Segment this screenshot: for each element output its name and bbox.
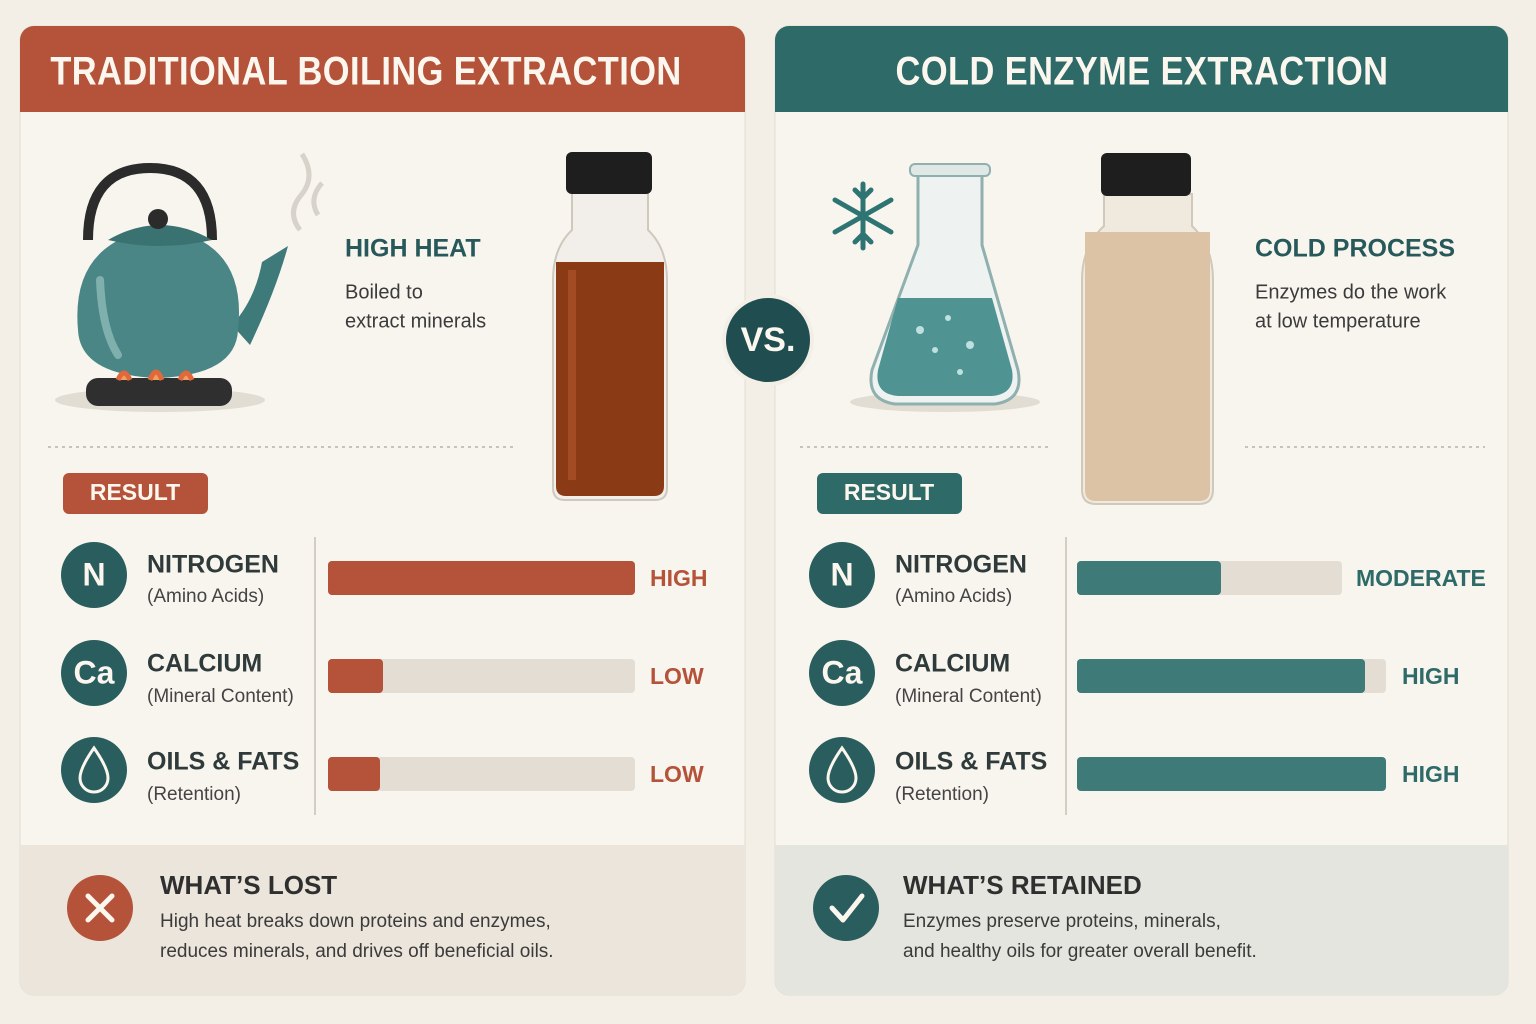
- row-sub: (Retention): [147, 784, 241, 805]
- drop-icon: [61, 737, 127, 803]
- element-symbol: Ca: [74, 654, 115, 690]
- method-text: at low temperature: [1255, 310, 1421, 332]
- vs-badge: [722, 294, 814, 386]
- panel-title: COLD ENZYME EXTRACTION: [896, 48, 1389, 93]
- row-name: CALCIUM: [147, 650, 262, 678]
- bar-track: [328, 659, 635, 693]
- result-label: RESULT: [90, 479, 180, 505]
- summary-bg: [775, 845, 1508, 995]
- element-symbol: Ca: [822, 654, 863, 690]
- row-name: CALCIUM: [895, 650, 1010, 678]
- bottle-illustration: [552, 152, 668, 501]
- row-sub: (Amino Acids): [147, 586, 264, 607]
- right-panel: COLD ENZYME EXTRACTION COLD PROCESS Enzy…: [774, 25, 1509, 996]
- summary-text: Enzymes preserve proteins, minerals,: [903, 911, 1221, 932]
- result-label: RESULT: [844, 479, 934, 505]
- panel-title: TRADITIONAL BOILING EXTRACTION: [50, 48, 681, 93]
- bar-fill: [328, 561, 635, 595]
- check-icon: [813, 875, 879, 941]
- level-label: LOW: [650, 663, 704, 689]
- drop-shape: [826, 745, 858, 794]
- level-label: LOW: [650, 761, 704, 787]
- drop-shape: [78, 745, 110, 794]
- summary-text: and healthy oils for greater overall ben…: [903, 941, 1257, 962]
- result-badge: [63, 473, 208, 514]
- summary-text: reduces minerals, and drives off benefic…: [160, 941, 554, 962]
- vs-label: VS.: [741, 321, 796, 359]
- row-sub: (Mineral Content): [147, 686, 294, 707]
- element-icon: [61, 640, 127, 706]
- summary-title: WHAT’S RETAINED: [903, 870, 1142, 900]
- header-bg: [775, 26, 1508, 112]
- row-name: NITROGEN: [895, 551, 1027, 579]
- header-bg: [20, 26, 745, 112]
- element-icon: [61, 542, 127, 608]
- row-sub: (Amino Acids): [895, 586, 1012, 607]
- method-text: extract minerals: [345, 310, 486, 332]
- element-symbol: N: [830, 556, 853, 592]
- element-icon: [809, 640, 875, 706]
- method-title: HIGH HEAT: [345, 235, 481, 263]
- left-panel: TRADITIONAL BOILING EXTRACTION HIGH HEAT…: [19, 25, 746, 996]
- bar-fill: [1077, 659, 1365, 693]
- cross-mark: [85, 893, 115, 923]
- method-title: COLD PROCESS: [1255, 235, 1455, 263]
- level-label: HIGH: [650, 565, 708, 591]
- flask-illustration: [850, 163, 1040, 412]
- bar-fill: [1077, 561, 1221, 595]
- level-label: HIGH: [1402, 663, 1460, 689]
- method-text: Enzymes do the work: [1255, 281, 1447, 303]
- element-symbol: N: [82, 556, 105, 592]
- bar-fill: [328, 659, 383, 693]
- bar-track: [328, 757, 635, 791]
- snowflake-icon: [832, 181, 894, 251]
- bottle-illustration: [1081, 153, 1214, 505]
- kettle-illustration: [55, 152, 324, 412]
- bar-fill: [328, 757, 380, 791]
- row-sub: (Retention): [895, 784, 989, 805]
- summary-title: WHAT’S LOST: [160, 870, 337, 900]
- summary-bg: [20, 845, 745, 995]
- summary-text: High heat breaks down proteins and enzym…: [160, 911, 551, 932]
- level-label: HIGH: [1402, 761, 1460, 787]
- element-icon: [809, 542, 875, 608]
- row-name: OILS & FATS: [147, 748, 299, 776]
- row-sub: (Mineral Content): [895, 686, 1042, 707]
- bar-fill: [1077, 757, 1386, 791]
- level-label: MODERATE: [1356, 565, 1486, 591]
- row-name: OILS & FATS: [895, 748, 1047, 776]
- row-name: NITROGEN: [147, 551, 279, 579]
- check-mark: [829, 893, 865, 923]
- result-badge: [817, 473, 962, 514]
- method-text: Boiled to: [345, 281, 423, 303]
- drop-icon: [809, 737, 875, 803]
